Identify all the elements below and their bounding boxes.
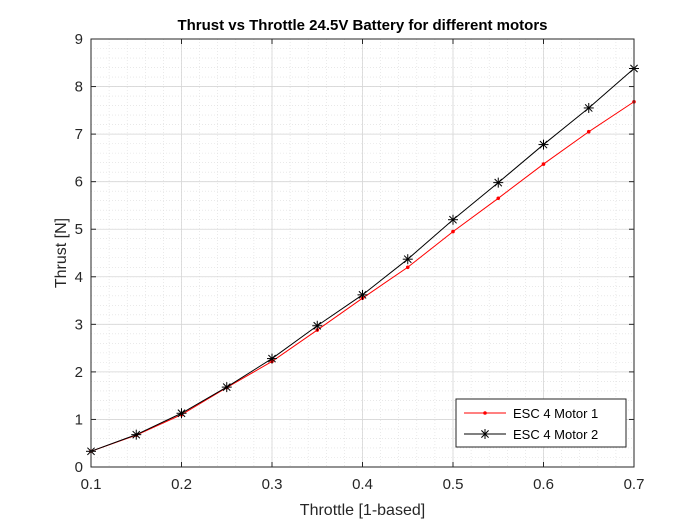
series-2-point <box>402 254 413 265</box>
series-layer <box>86 63 639 457</box>
ticks-layer: 0.1 0.2 0.3 0.4 0.5 0.6 0.7 0 1 2 3 4 5 6 7 8 9 <box>75 31 645 493</box>
series-1-point <box>541 162 546 166</box>
y-tick-label: 6 <box>75 174 83 191</box>
y-tick-label: 7 <box>75 126 83 143</box>
x-tick-label: 0.6 <box>533 476 554 493</box>
series-2-point <box>176 408 187 419</box>
y-tick-label: 2 <box>75 364 83 381</box>
legend-box <box>455 398 627 448</box>
x-tick-label: 0.4 <box>352 476 373 493</box>
legend-label-1: ESC 4 Motor 1 <box>513 406 598 421</box>
y-tick-label: 9 <box>75 31 83 48</box>
x-tick-label: 0.3 <box>262 476 283 493</box>
series-2-point <box>493 177 504 188</box>
y-tick-label: 3 <box>75 316 83 333</box>
series-2-point <box>448 214 458 225</box>
series-2-point <box>312 320 323 331</box>
legend: ESC 4 Motor 1 ESC 4 Motor 2 <box>455 398 627 448</box>
x-axis-label: Throttle [1-based] <box>300 502 425 519</box>
series-2-point <box>583 102 594 113</box>
x-tick-label: 0.2 <box>171 476 192 493</box>
series-1-point <box>405 265 410 270</box>
series-2-point <box>131 429 142 440</box>
series-1-point <box>451 229 455 234</box>
legend-marker-1 <box>483 411 487 415</box>
y-tick-label: 8 <box>75 79 83 96</box>
y-axis-label: Thrust [N] <box>53 218 70 288</box>
chart-title: Thrust vs Throttle 24.5V Battery for dif… <box>177 17 547 34</box>
series-2-point <box>357 289 368 300</box>
x-tick-label: 0.1 <box>81 476 102 493</box>
series-2-point <box>538 139 549 150</box>
legend-marker-2 <box>480 429 490 439</box>
series-2-point <box>267 353 277 364</box>
legend-label-2: ESC 4 Motor 2 <box>513 427 598 442</box>
x-tick-label: 0.5 <box>443 476 464 493</box>
x-tick-label: 0.7 <box>624 476 645 493</box>
y-tick-label: 4 <box>75 269 83 286</box>
y-tick-label: 1 <box>75 411 83 428</box>
series-1-point <box>586 129 591 134</box>
series-1-point <box>496 196 501 201</box>
series-2-point <box>221 382 232 393</box>
y-tick-label: 5 <box>75 221 83 238</box>
y-tick-label: 0 <box>75 459 83 476</box>
